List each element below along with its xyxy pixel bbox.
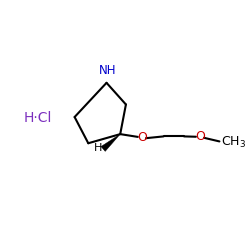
- Text: H: H: [94, 143, 102, 153]
- Text: O: O: [195, 130, 205, 143]
- Polygon shape: [101, 134, 120, 151]
- Text: CH$_3$: CH$_3$: [221, 135, 246, 150]
- Text: H·Cl: H·Cl: [24, 111, 52, 125]
- Text: O: O: [137, 131, 147, 144]
- Text: NH: NH: [99, 64, 116, 77]
